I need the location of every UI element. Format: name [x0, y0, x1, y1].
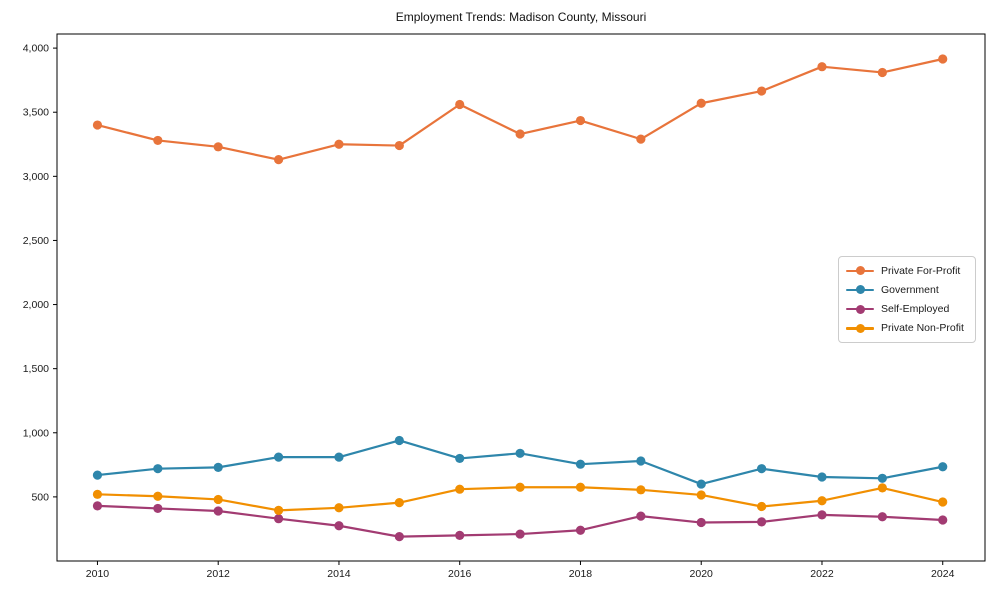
legend-line-sample	[846, 304, 874, 314]
x-axis-tick-label: 2024	[931, 568, 955, 580]
data-point-marker	[153, 464, 163, 474]
data-point-marker	[877, 67, 887, 78]
data-point-marker	[92, 120, 103, 130]
x-axis-tick-label: 2020	[690, 568, 714, 580]
data-point-marker	[877, 473, 887, 483]
data-point-marker	[334, 452, 344, 462]
legend-line-sample	[846, 285, 874, 295]
data-point-marker	[817, 62, 827, 72]
plot-frame	[56, 33, 986, 562]
data-point-marker	[938, 54, 948, 64]
data-point-marker	[394, 140, 404, 151]
data-point-marker	[938, 497, 948, 507]
x-axis-tick-label: 2014	[327, 568, 351, 580]
series-line	[96, 57, 944, 161]
data-point-marker	[636, 456, 646, 466]
data-point-marker	[696, 490, 706, 500]
data-point-marker	[636, 511, 646, 521]
data-point-marker	[636, 134, 646, 144]
data-point-marker	[92, 489, 103, 499]
data-point-marker	[515, 129, 525, 139]
data-point-marker	[938, 515, 948, 525]
data-point-marker	[696, 517, 706, 528]
data-point-marker	[757, 464, 767, 474]
legend-marker-icon	[855, 266, 865, 276]
data-point-marker	[515, 482, 525, 492]
data-point-marker	[153, 503, 163, 514]
y-axis-tick-label: 3,500	[23, 107, 49, 119]
x-axis-tick-label: 2012	[207, 568, 231, 580]
y-axis-tick-label: 3,000	[23, 171, 49, 183]
legend-label: Private For-Profit	[881, 264, 961, 277]
data-point-marker	[213, 142, 223, 152]
data-point-marker	[334, 139, 344, 149]
data-point-marker	[394, 532, 404, 542]
legend-marker-icon	[855, 304, 865, 314]
legend-item: Private For-Profit	[846, 261, 968, 280]
data-point-marker	[938, 462, 948, 472]
data-point-marker	[636, 485, 646, 495]
y-axis-tick-label: 500	[31, 491, 49, 503]
legend-line-sample	[846, 323, 874, 333]
data-point-marker	[696, 98, 706, 108]
data-point-marker	[213, 462, 223, 472]
data-point-marker	[575, 459, 586, 469]
data-point-marker	[515, 448, 525, 458]
legend-label: Government	[881, 283, 939, 296]
data-point-marker	[455, 453, 465, 464]
data-point-marker	[575, 525, 586, 535]
data-point-marker	[515, 529, 525, 539]
x-axis-tick-label: 2018	[569, 568, 593, 580]
legend-item: Government	[846, 280, 968, 299]
data-point-marker	[273, 155, 284, 165]
data-point-marker	[696, 479, 706, 489]
data-point-marker	[92, 470, 103, 480]
series-line	[96, 439, 944, 486]
data-point-marker	[877, 512, 887, 522]
x-axis-tick-label: 2010	[86, 568, 110, 580]
data-point-marker	[455, 99, 465, 110]
data-point-marker	[575, 115, 586, 126]
data-point-marker	[213, 506, 223, 516]
data-point-marker	[213, 494, 223, 505]
y-axis-tick-label: 4,000	[23, 43, 49, 55]
data-point-marker	[273, 505, 284, 515]
y-axis-tick-label: 1,500	[23, 363, 49, 375]
legend-line-sample	[846, 266, 874, 276]
data-point-marker	[757, 86, 767, 96]
x-axis-tick-label: 2016	[448, 568, 472, 580]
legend-label: Private Non-Profit	[881, 322, 964, 335]
legend: Private For-Profit Government Self-Employe…	[838, 256, 976, 343]
y-axis-tick-label: 1,000	[23, 427, 49, 439]
data-point-marker	[455, 484, 465, 494]
data-point-marker	[153, 491, 163, 501]
legend-item: Private Non-Profit	[846, 319, 968, 338]
legend-marker-icon	[855, 285, 865, 295]
data-point-marker	[394, 498, 404, 508]
chart-title: Employment Trends: Madison County, Misso…	[395, 10, 647, 24]
data-point-marker	[455, 530, 465, 540]
data-point-marker	[334, 521, 344, 531]
data-point-marker	[757, 501, 767, 512]
data-point-marker	[394, 435, 404, 446]
data-point-marker	[757, 517, 767, 527]
data-point-marker	[153, 135, 163, 146]
legend-label: Self-Employed	[881, 303, 950, 316]
data-point-marker	[92, 501, 103, 511]
data-point-marker	[817, 472, 827, 482]
data-point-marker	[817, 510, 827, 520]
y-axis-tick-label: 2,000	[23, 299, 49, 311]
data-point-marker	[273, 452, 284, 462]
y-axis-tick-label: 2,500	[23, 235, 49, 247]
data-point-marker	[273, 514, 284, 524]
legend-item: Self-Employed	[846, 300, 968, 319]
data-point-marker	[575, 482, 586, 492]
data-point-marker	[877, 483, 887, 493]
x-axis-tick-label: 2022	[810, 568, 834, 580]
data-point-marker	[817, 496, 827, 506]
data-point-marker	[334, 503, 344, 513]
legend-marker-icon	[855, 323, 865, 333]
